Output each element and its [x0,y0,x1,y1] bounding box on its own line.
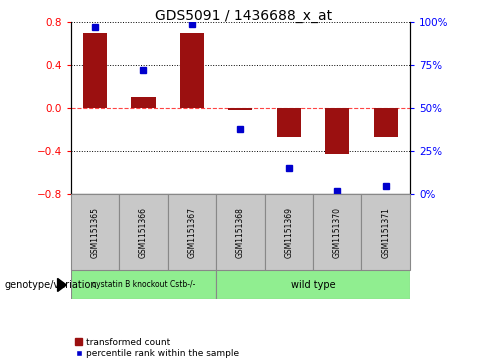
Text: GSM1151367: GSM1151367 [187,207,196,258]
Bar [71,270,216,299]
Bar [180,33,204,108]
Text: GSM1151370: GSM1151370 [333,207,342,258]
Bar [83,33,107,108]
Text: GDS5091 / 1436688_x_at: GDS5091 / 1436688_x_at [156,9,332,23]
Bar [374,108,398,137]
Text: GSM1151368: GSM1151368 [236,207,245,258]
Bar [71,194,119,270]
Text: cystatin B knockout Cstb-/-: cystatin B knockout Cstb-/- [92,281,195,289]
Bar [168,194,216,270]
Bar [228,108,252,110]
Bar [264,194,313,270]
Text: GSM1151365: GSM1151365 [90,207,100,258]
Polygon shape [58,278,66,291]
Text: genotype/variation: genotype/variation [5,280,98,290]
Legend: transformed count, percentile rank within the sample: transformed count, percentile rank withi… [75,338,239,359]
Bar [362,194,410,270]
Text: GSM1151371: GSM1151371 [381,207,390,258]
Bar [119,194,168,270]
Bar [277,108,301,137]
Bar [325,108,349,154]
Bar [216,270,410,299]
Text: GSM1151369: GSM1151369 [285,207,293,258]
Bar [216,194,264,270]
Text: GSM1151366: GSM1151366 [139,207,148,258]
Bar [313,194,362,270]
Text: wild type: wild type [291,280,335,290]
Bar [131,97,156,108]
